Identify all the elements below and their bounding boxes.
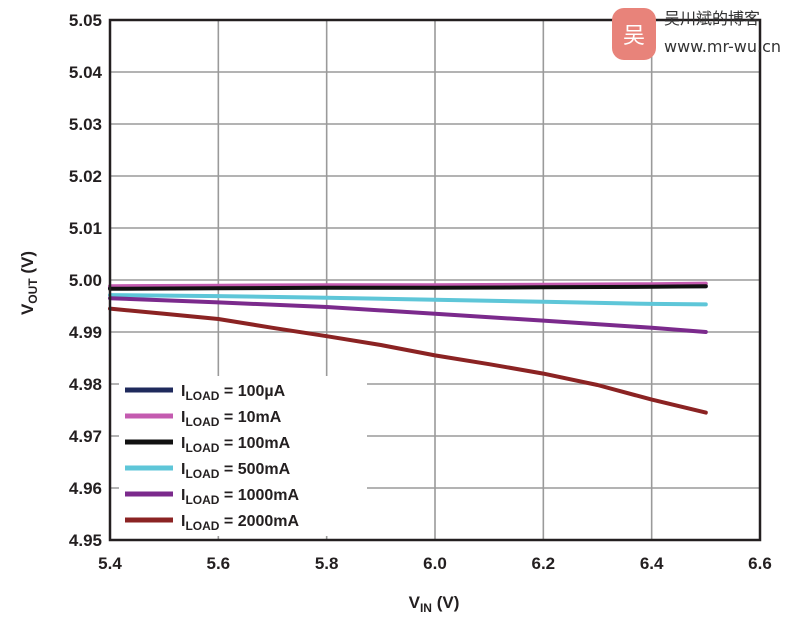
- y-tick-label: 4.95: [69, 531, 102, 550]
- legend-entry-prefix: I: [181, 435, 185, 452]
- legend-entry-sub: LOAD: [185, 467, 219, 481]
- legend-entry-prefix: I: [181, 409, 185, 426]
- series-line-10ma: [108, 281, 708, 289]
- series-lines: [108, 281, 708, 415]
- x-axis-title-unit: (V): [432, 593, 459, 612]
- series-line-100ma: [108, 284, 708, 291]
- y-tick-label: 5.00: [69, 271, 102, 290]
- legend-entry-prefix: I: [181, 487, 185, 504]
- series-line-2000ma: [108, 306, 708, 415]
- y-tick-label: 5.04: [69, 63, 103, 82]
- legend-background: [119, 376, 367, 536]
- y-tick-labels: 4.95 4.96 4.97 4.98 4.99 5.00 5.01 5.02 5.03 5.04…: [69, 11, 103, 550]
- y-tick-label: 5.05: [69, 11, 102, 30]
- legend-entry-prefix: I: [181, 383, 185, 400]
- x-axis-title: VIN (V): [409, 593, 460, 615]
- legend-entry: ILOAD = 100µA: [181, 383, 286, 403]
- legend-entry-value: = 10mA: [219, 409, 281, 426]
- watermark-badge: [612, 8, 656, 60]
- legend-entry-prefix: I: [181, 461, 185, 478]
- y-axis-title-sub: OUT: [26, 278, 40, 304]
- watermark-url: www.mr-wu.cn: [664, 37, 781, 56]
- legend-entry: ILOAD = 1000mA: [181, 487, 300, 507]
- series-line-500ma: [108, 293, 708, 307]
- legend-entry: ILOAD = 500mA: [181, 461, 291, 481]
- y-tick-label: 5.02: [69, 167, 102, 186]
- legend-entry: ILOAD = 10mA: [181, 409, 282, 429]
- legend-entry: ILOAD = 2000mA: [181, 513, 300, 533]
- y-tick-label: 4.97: [69, 427, 102, 446]
- watermark: 吴 吴川斌的博客 www.mr-wu.cn: [612, 8, 781, 60]
- legend-entry-value: = 2000mA: [219, 513, 299, 530]
- legend-entry: ILOAD = 100mA: [181, 435, 291, 455]
- x-tick-label: 6.6: [748, 554, 772, 573]
- legend-entry-value: = 1000mA: [219, 487, 299, 504]
- legend-entry-sub: LOAD: [185, 493, 219, 507]
- y-tick-label: 5.03: [69, 115, 102, 134]
- legend-entry-value: = 100µA: [219, 383, 285, 400]
- x-tick-labels: 5.4 5.6 5.8 6.0 6.2 6.4 6.6: [98, 554, 772, 573]
- y-axis-title-main: V: [18, 303, 37, 315]
- legend-entry-prefix: I: [181, 513, 185, 530]
- legend-entry-sub: LOAD: [185, 415, 219, 429]
- y-axis-title-unit: (V): [18, 251, 37, 278]
- y-tick-label: 4.99: [69, 323, 102, 342]
- x-tick-label: 6.2: [532, 554, 556, 573]
- y-axis-title: VOUT (V): [18, 251, 40, 315]
- watermark-badge-char: 吴: [623, 24, 645, 49]
- x-tick-label: 5.4: [98, 554, 122, 573]
- watermark-title: 吴川斌的博客: [664, 9, 760, 28]
- x-tick-label: 5.8: [315, 554, 339, 573]
- x-tick-label: 5.6: [207, 554, 231, 573]
- x-tick-label: 6.4: [640, 554, 664, 573]
- legend-entry-sub: LOAD: [185, 441, 219, 455]
- y-tick-label: 4.96: [69, 479, 102, 498]
- x-axis-title-main: V: [409, 593, 421, 612]
- legend-entry-value: = 100mA: [219, 435, 290, 452]
- series-line-1000ma: [108, 296, 708, 334]
- x-tick-label: 6.0: [423, 554, 447, 573]
- legend-entry-sub: LOAD: [185, 519, 219, 533]
- x-axis-title-sub: IN: [420, 601, 432, 615]
- y-tick-label: 5.01: [69, 219, 102, 238]
- legend-entry-value: = 500mA: [219, 461, 290, 478]
- plot-frame: [108, 18, 762, 542]
- legend-entry-sub: LOAD: [185, 389, 219, 403]
- y-tick-label: 4.98: [69, 375, 102, 394]
